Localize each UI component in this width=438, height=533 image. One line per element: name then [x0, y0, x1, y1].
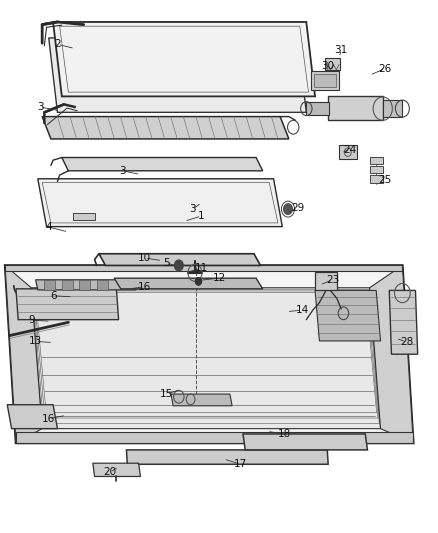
- PathPatch shape: [7, 405, 57, 429]
- PathPatch shape: [35, 280, 136, 290]
- PathPatch shape: [114, 278, 263, 289]
- Text: 31: 31: [335, 45, 348, 54]
- PathPatch shape: [73, 213, 95, 220]
- Text: 6: 6: [50, 290, 57, 301]
- PathPatch shape: [315, 272, 337, 290]
- PathPatch shape: [127, 450, 328, 464]
- PathPatch shape: [97, 280, 108, 290]
- PathPatch shape: [44, 280, 55, 290]
- Text: 29: 29: [291, 203, 304, 213]
- PathPatch shape: [389, 290, 418, 354]
- Text: 2: 2: [54, 39, 61, 49]
- Text: 15: 15: [160, 389, 173, 399]
- Text: 3: 3: [120, 166, 126, 176]
- PathPatch shape: [5, 265, 42, 443]
- Text: 3: 3: [37, 102, 43, 112]
- Text: 4: 4: [46, 222, 52, 232]
- PathPatch shape: [325, 58, 340, 70]
- Circle shape: [284, 204, 292, 214]
- Text: 9: 9: [28, 315, 35, 325]
- Text: 20: 20: [103, 467, 117, 477]
- Text: 5: 5: [163, 258, 170, 268]
- PathPatch shape: [5, 265, 413, 443]
- PathPatch shape: [306, 102, 329, 115]
- Text: 11: 11: [195, 263, 208, 273]
- Text: 28: 28: [400, 337, 413, 347]
- PathPatch shape: [99, 254, 261, 265]
- PathPatch shape: [171, 394, 232, 406]
- PathPatch shape: [31, 288, 381, 429]
- Text: 10: 10: [138, 253, 152, 263]
- Text: 12: 12: [212, 273, 226, 283]
- PathPatch shape: [328, 96, 383, 120]
- PathPatch shape: [49, 38, 306, 112]
- Text: 24: 24: [343, 144, 357, 155]
- Text: 1: 1: [198, 211, 205, 221]
- PathPatch shape: [38, 179, 283, 227]
- PathPatch shape: [62, 158, 263, 171]
- Text: 18: 18: [278, 429, 291, 439]
- PathPatch shape: [42, 117, 289, 139]
- PathPatch shape: [315, 290, 381, 341]
- Circle shape: [195, 278, 201, 285]
- Circle shape: [174, 260, 183, 271]
- PathPatch shape: [16, 289, 119, 320]
- PathPatch shape: [370, 175, 383, 182]
- PathPatch shape: [79, 280, 90, 290]
- PathPatch shape: [314, 74, 336, 87]
- PathPatch shape: [93, 463, 141, 477]
- PathPatch shape: [243, 434, 367, 450]
- PathPatch shape: [339, 146, 357, 159]
- Text: 23: 23: [326, 275, 339, 285]
- Text: 17: 17: [234, 459, 247, 469]
- Text: 16: 16: [138, 282, 152, 292]
- PathPatch shape: [370, 166, 383, 173]
- Text: 3: 3: [190, 204, 196, 214]
- Text: 13: 13: [29, 336, 42, 346]
- PathPatch shape: [5, 265, 403, 271]
- PathPatch shape: [53, 22, 315, 96]
- Text: 26: 26: [378, 64, 392, 74]
- Text: 30: 30: [321, 61, 335, 70]
- Text: 14: 14: [295, 305, 309, 315]
- Text: 25: 25: [378, 175, 392, 185]
- PathPatch shape: [311, 71, 339, 90]
- PathPatch shape: [62, 280, 73, 290]
- PathPatch shape: [370, 265, 413, 443]
- Text: 16: 16: [42, 414, 55, 424]
- PathPatch shape: [383, 100, 403, 117]
- PathPatch shape: [370, 157, 383, 165]
- PathPatch shape: [16, 432, 413, 443]
